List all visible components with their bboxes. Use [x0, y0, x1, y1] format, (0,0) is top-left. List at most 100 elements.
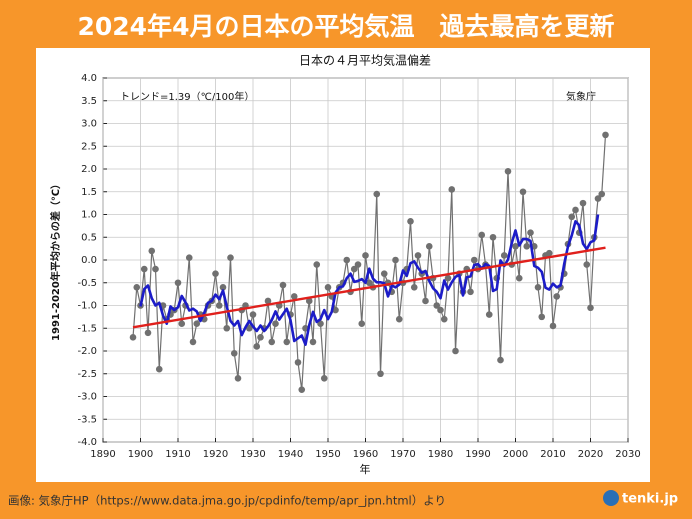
- data-point: [433, 302, 441, 309]
- data-point: [193, 320, 201, 328]
- logo-icon: [603, 490, 619, 506]
- data-point: [174, 279, 182, 287]
- page-title: 2024年4月の日本の平均気温 過去最高を更新: [78, 12, 615, 41]
- x-tick-label: 2020: [578, 449, 603, 460]
- x-tick-label: 1910: [165, 449, 190, 460]
- data-point: [365, 279, 373, 287]
- data-point: [598, 190, 606, 198]
- data-point: [215, 302, 223, 309]
- data-point: [272, 320, 279, 328]
- data-point: [500, 252, 508, 259]
- x-tick-label: 2010: [540, 449, 565, 460]
- y-tick-label: -3.5: [77, 414, 97, 425]
- data-point: [129, 334, 137, 341]
- data-point: [144, 329, 152, 337]
- data-point: [583, 261, 591, 268]
- data-point: [223, 324, 231, 332]
- data-point: [245, 324, 253, 332]
- data-point: [313, 261, 321, 268]
- data-point: [189, 338, 197, 346]
- data-point: [178, 320, 186, 328]
- data-point: [452, 347, 459, 355]
- panel: [36, 48, 650, 482]
- data-point: [602, 131, 609, 139]
- data-point: [407, 218, 414, 225]
- data-point: [489, 233, 497, 241]
- data-point: [279, 281, 287, 289]
- data-point: [317, 320, 324, 328]
- y-tick-label: 1.0: [81, 210, 97, 221]
- series-line: [139, 214, 600, 346]
- data-point: [343, 256, 351, 264]
- data-point: [358, 320, 366, 328]
- data-point: [549, 322, 557, 330]
- y-tick-label: 2.0: [81, 164, 97, 175]
- data-point: [523, 243, 531, 250]
- data-point: [478, 231, 486, 239]
- data-point: [504, 167, 512, 175]
- data-point: [283, 338, 291, 346]
- data-point: [512, 243, 519, 250]
- data-point: [268, 338, 276, 346]
- data-point: [373, 190, 381, 198]
- data-point: [579, 199, 587, 207]
- y-tick-label: -2.5: [77, 369, 97, 380]
- x-tick-label: 1990: [465, 449, 490, 460]
- data-point: [545, 249, 553, 257]
- data-point: [140, 265, 148, 273]
- data-point: [332, 306, 339, 314]
- y-tick-label: 3.0: [81, 119, 97, 130]
- x-tick-label: 2030: [615, 449, 640, 460]
- source-annotation: 気象庁: [566, 90, 596, 103]
- y-tick-label: -0.5: [77, 278, 97, 289]
- y-tick-label: 2.5: [81, 141, 97, 152]
- y-tick-label: 4.0: [81, 73, 97, 84]
- data-point: [212, 270, 219, 277]
- data-point: [234, 375, 242, 382]
- data-point: [553, 293, 561, 300]
- data-point: [587, 304, 594, 312]
- data-point: [152, 265, 159, 273]
- series-line: [132, 246, 606, 329]
- data-point: [594, 195, 602, 202]
- logo: tenki.jp: [622, 492, 678, 507]
- y-tick-label: -1.0: [77, 301, 97, 312]
- data-point: [395, 315, 403, 323]
- data-point: [572, 206, 579, 214]
- data-point: [350, 265, 358, 273]
- data-point: [298, 386, 306, 393]
- data-point: [527, 229, 534, 236]
- data-point: [253, 343, 261, 350]
- data-point: [425, 243, 433, 250]
- y-tick-label: 0.5: [81, 232, 97, 243]
- y-tick-label: 1.5: [81, 187, 97, 198]
- y-tick-label: 3.5: [81, 96, 97, 107]
- y-axis-label: 1991-2020年平均からの差（℃）: [49, 179, 62, 341]
- data-point: [230, 349, 238, 357]
- data-point: [305, 297, 313, 305]
- x-tick-label: 1950: [315, 449, 340, 460]
- data-point: [392, 256, 399, 264]
- x-tick-label: 1900: [128, 449, 153, 460]
- data-point: [519, 188, 527, 196]
- data-point: [380, 270, 388, 277]
- x-tick-label: 1930: [240, 449, 265, 460]
- data-point: [309, 338, 317, 346]
- x-tick-label: 1940: [278, 449, 303, 460]
- data-point: [422, 297, 429, 305]
- data-point: [324, 284, 332, 291]
- data-point: [515, 274, 523, 282]
- x-tick-label: 1980: [428, 449, 453, 460]
- credit: 画像: 気象庁HP（https://www.data.jma.go.jp/cpd…: [8, 494, 446, 508]
- data-point: [294, 359, 302, 366]
- data-point: [249, 311, 257, 318]
- y-tick-label: 0.0: [81, 255, 97, 266]
- data-point: [467, 288, 474, 296]
- data-point: [155, 365, 163, 373]
- data-point: [444, 274, 452, 282]
- data-point: [362, 252, 369, 259]
- data-point: [568, 213, 576, 221]
- x-tick-label: 1890: [90, 449, 115, 460]
